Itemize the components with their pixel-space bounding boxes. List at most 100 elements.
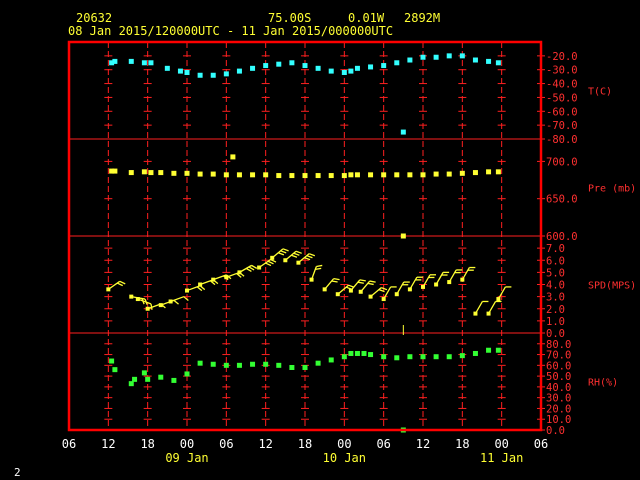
wind-barb-feather bbox=[369, 280, 376, 283]
x-tick-label: 06 bbox=[534, 437, 548, 451]
temperature-point bbox=[289, 60, 295, 66]
temperature-point bbox=[210, 72, 216, 78]
humidity-point bbox=[341, 354, 347, 360]
wind-barb-feather bbox=[306, 255, 313, 259]
header-latitude: 75.00S bbox=[268, 11, 311, 25]
humidity-ytick-label: 40.0 bbox=[546, 382, 571, 394]
x-tick-label: 06 bbox=[62, 437, 76, 451]
wind-barb-shaft bbox=[137, 298, 152, 305]
wind-barb-base bbox=[145, 306, 150, 311]
wind-barb-feather bbox=[173, 299, 179, 305]
wind-barb-feather bbox=[378, 288, 385, 293]
humidity-ytick-label: 10.0 bbox=[546, 414, 571, 426]
humidity-point bbox=[315, 360, 321, 366]
wind-barb-base bbox=[473, 311, 478, 316]
humidity-point bbox=[302, 364, 308, 370]
humidity-point bbox=[128, 381, 134, 387]
header-time-range: 08 Jan 2015/120000UTC - 11 Jan 2015/0000… bbox=[68, 24, 393, 38]
temperature-ytick-label: -30.0 bbox=[546, 65, 578, 77]
pressure-point bbox=[341, 173, 347, 179]
pressure-point bbox=[184, 170, 190, 176]
x-tick-label: 12 bbox=[416, 437, 430, 451]
humidity-point bbox=[171, 377, 177, 383]
pressure-point bbox=[276, 173, 282, 179]
pressure-point bbox=[368, 172, 374, 178]
temperature-axis-title: T(C) bbox=[588, 87, 612, 98]
humidity-ytick-label: 50.0 bbox=[546, 371, 571, 383]
humidity-point bbox=[394, 355, 400, 361]
pressure-point bbox=[433, 171, 439, 177]
wind-barb-base bbox=[135, 297, 140, 302]
wind-barb-base bbox=[322, 287, 327, 292]
panel-temperature: -20.0 -30.0 -40.0-50.0 -60.0 -70.0 -80.0 T(C) bbox=[104, 51, 612, 146]
temperature-point bbox=[141, 60, 147, 66]
wind-barb-shaft bbox=[487, 301, 497, 314]
temperature-point bbox=[112, 58, 118, 64]
pressure-point bbox=[171, 170, 177, 176]
wind-barb-base bbox=[168, 299, 173, 304]
wind-ytick-label: 4.0 bbox=[546, 280, 565, 292]
pressure-point bbox=[381, 172, 387, 178]
pressure-point bbox=[486, 169, 492, 175]
humidity-point bbox=[348, 350, 354, 356]
pressure-point bbox=[112, 168, 118, 174]
temperature-point bbox=[197, 72, 203, 78]
wind-ytick-label: 7.0 bbox=[546, 243, 565, 255]
temperature-point bbox=[109, 60, 115, 66]
pressure-point bbox=[495, 169, 501, 175]
humidity-point bbox=[433, 354, 439, 360]
humidity-point bbox=[112, 367, 118, 373]
x-tick-label: 00 bbox=[180, 437, 194, 451]
temperature-point bbox=[302, 63, 308, 69]
pressure-ytick-label: 650.0 bbox=[546, 194, 578, 206]
wind-barb-feather bbox=[209, 280, 216, 286]
humidity-point bbox=[132, 376, 138, 382]
wind-barb-base bbox=[460, 277, 465, 282]
humidity-ytick-label: 80.0 bbox=[546, 339, 571, 351]
x-date-label: 10 Jan bbox=[323, 451, 366, 465]
humidity-point bbox=[276, 362, 282, 368]
pressure-axis-title: Pre (mb) bbox=[588, 184, 636, 195]
wind-barb-feather bbox=[293, 252, 300, 256]
x-date-label: 09 Jan bbox=[165, 451, 208, 465]
wind-barb-feather bbox=[245, 267, 252, 273]
temperature-ytick-label: -40.0 bbox=[546, 79, 578, 91]
wind-barb-base bbox=[106, 287, 111, 292]
wind-barb-feather bbox=[333, 277, 340, 281]
temperature-point bbox=[407, 57, 413, 63]
temperature-point bbox=[400, 129, 406, 135]
humidity-point bbox=[250, 361, 256, 367]
humidity-point bbox=[263, 361, 269, 367]
wind-barb-shaft bbox=[147, 303, 162, 310]
pressure-point bbox=[354, 172, 360, 178]
wind-barb-feather bbox=[248, 266, 255, 271]
humidity-ytick-label: 70.0 bbox=[546, 350, 571, 362]
wind-ytick-label: 1.0 bbox=[546, 316, 565, 328]
wind-barb-feather bbox=[251, 264, 258, 269]
temperature-point bbox=[381, 63, 387, 69]
plot-frame bbox=[67, 40, 543, 432]
pressure-point bbox=[400, 233, 406, 239]
x-tick-label: 06 bbox=[376, 437, 390, 451]
humidity-axis-title: RH(%) bbox=[588, 378, 618, 389]
wind-barb-base bbox=[129, 294, 134, 299]
temperature-ytick-label: -50.0 bbox=[546, 92, 578, 104]
wind-barb-shaft bbox=[474, 301, 484, 314]
x-date-label: 11 Jan bbox=[480, 451, 523, 465]
wind-barb-feather bbox=[280, 250, 287, 254]
temperature-point bbox=[164, 65, 170, 71]
panels: -20.0 -30.0 -40.0-50.0 -60.0 -70.0 -80.0 T(C) 7… bbox=[104, 51, 636, 437]
pressure-point bbox=[348, 172, 354, 178]
wind-barb-feather bbox=[291, 254, 298, 258]
humidity-point bbox=[361, 350, 367, 356]
wind-barb-feather bbox=[282, 248, 289, 252]
wind-barb-feather bbox=[308, 253, 316, 257]
x-tick-label: 00 bbox=[337, 437, 351, 451]
wind-barb-base bbox=[158, 303, 163, 308]
wind-barb-base bbox=[358, 289, 363, 294]
humidity-point bbox=[145, 376, 151, 382]
temperature-point bbox=[128, 58, 134, 64]
temperature-point bbox=[328, 68, 334, 74]
wind-barb-base bbox=[237, 270, 242, 275]
